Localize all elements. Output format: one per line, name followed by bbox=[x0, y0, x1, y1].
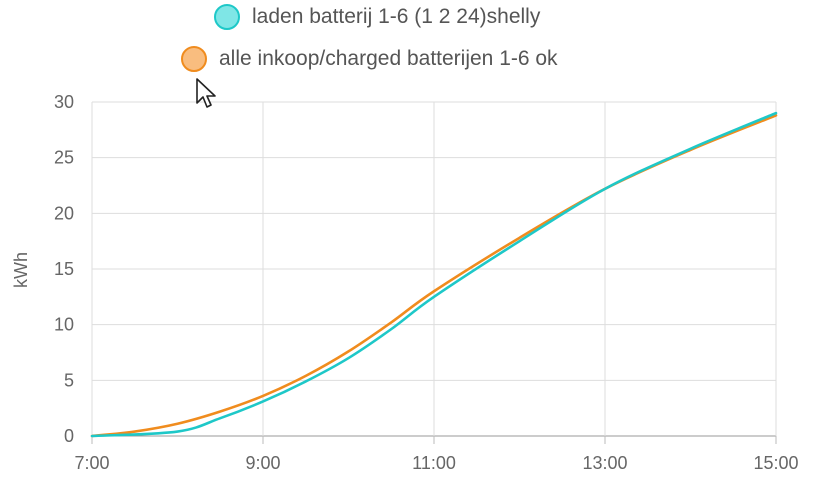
x-tick-label: 13:00 bbox=[582, 453, 627, 473]
x-tick-label: 11:00 bbox=[412, 453, 456, 473]
legend-item-2[interactable]: alle inkoop/charged batterijen 1-6 ok bbox=[181, 46, 558, 72]
y-tick-label: 30 bbox=[54, 92, 74, 112]
legend-label-2: alle inkoop/charged batterijen 1-6 ok bbox=[219, 47, 558, 70]
series-line-1 bbox=[90, 111, 778, 438]
y-axis-ticks: 0 5 10 15 20 25 30 bbox=[54, 92, 74, 446]
x-tick-label: 7:00 bbox=[74, 453, 109, 473]
y-tick-label: 20 bbox=[54, 203, 74, 223]
y-tick-label: 5 bbox=[64, 370, 74, 390]
y-tick-label: 10 bbox=[54, 315, 74, 335]
grid bbox=[91, 101, 777, 444]
legend-item-1[interactable]: laden batterij 1-6 (1 2 24)shelly bbox=[214, 4, 540, 30]
x-axis-ticks: 7:00 9:00 11:00 13:00 15:00 bbox=[74, 453, 798, 473]
y-axis-title: kWh bbox=[11, 252, 31, 288]
legend-swatch-2 bbox=[181, 46, 207, 72]
mouse-pointer-icon bbox=[196, 78, 216, 108]
y-tick-label: 0 bbox=[64, 426, 74, 446]
legend-label-1: laden batterij 1-6 (1 2 24)shelly bbox=[252, 5, 541, 28]
x-tick-label: 9:00 bbox=[245, 453, 280, 473]
x-tick-label: 15:00 bbox=[753, 453, 798, 473]
y-tick-label: 15 bbox=[54, 259, 74, 279]
legend-swatch-1 bbox=[214, 4, 240, 30]
y-tick-label: 25 bbox=[54, 148, 74, 168]
series-lines bbox=[90, 111, 778, 438]
